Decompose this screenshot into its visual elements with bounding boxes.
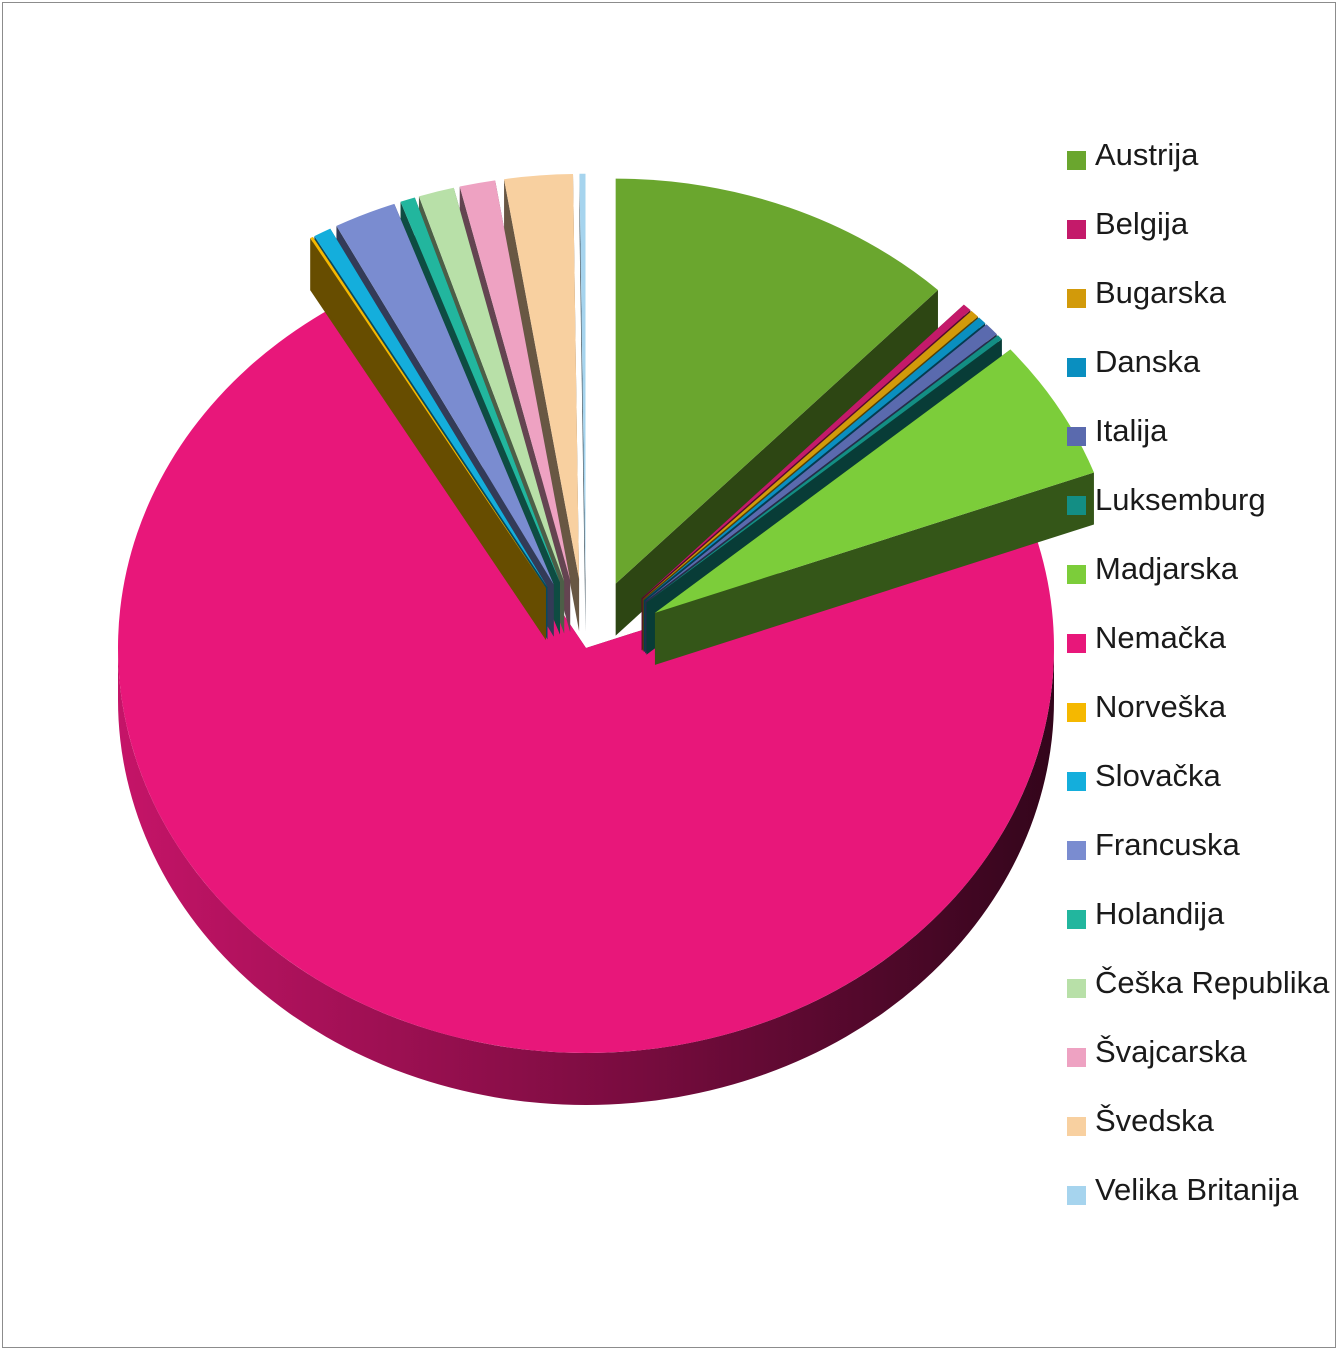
legend-swatch — [1067, 496, 1086, 515]
legend-label: Slovačka — [1095, 758, 1221, 793]
legend-swatch — [1067, 979, 1086, 998]
pie-slice-svedska — [504, 174, 580, 631]
pie-slice-madjarska — [654, 349, 1094, 665]
legend-label: Švajcarska — [1095, 1034, 1247, 1069]
legend-label: Belgija — [1095, 206, 1189, 241]
legend-label: Danska — [1095, 344, 1201, 379]
legend-swatch — [1067, 220, 1086, 239]
legend-swatch — [1067, 772, 1086, 791]
pie-chart — [117, 173, 1094, 1105]
legend-swatch — [1067, 841, 1086, 860]
legend-label: Švedska — [1095, 1103, 1214, 1138]
legend-swatch — [1067, 565, 1086, 584]
legend-label: Madjarska — [1095, 551, 1238, 586]
pie-slice-norveska — [310, 236, 546, 641]
legend-swatch — [1067, 1186, 1086, 1205]
legend-label: Nemačka — [1095, 620, 1226, 655]
legend-swatch — [1067, 1117, 1086, 1136]
legend-swatch — [1067, 289, 1086, 308]
legend-label: Francuska — [1095, 827, 1240, 862]
pie-slice-velika-britanija — [579, 173, 586, 631]
legend-label: Italija — [1095, 413, 1168, 448]
legend-label: Češka Republika — [1095, 965, 1330, 1000]
legend-swatch — [1067, 427, 1086, 446]
legend-label: Norveška — [1095, 689, 1226, 724]
legend-swatch — [1067, 151, 1086, 170]
legend-label: Velika Britanija — [1095, 1172, 1299, 1207]
legend-swatch — [1067, 703, 1086, 722]
legend-swatch — [1067, 634, 1086, 653]
legend-label: Bugarska — [1095, 275, 1226, 310]
legend-label: Austrija — [1095, 137, 1199, 172]
legend-swatch — [1067, 1048, 1086, 1067]
legend-label: Luksemburg — [1095, 482, 1266, 517]
legend-swatch — [1067, 358, 1086, 377]
legend-label: Holandija — [1095, 896, 1225, 931]
legend-swatch — [1067, 910, 1086, 929]
